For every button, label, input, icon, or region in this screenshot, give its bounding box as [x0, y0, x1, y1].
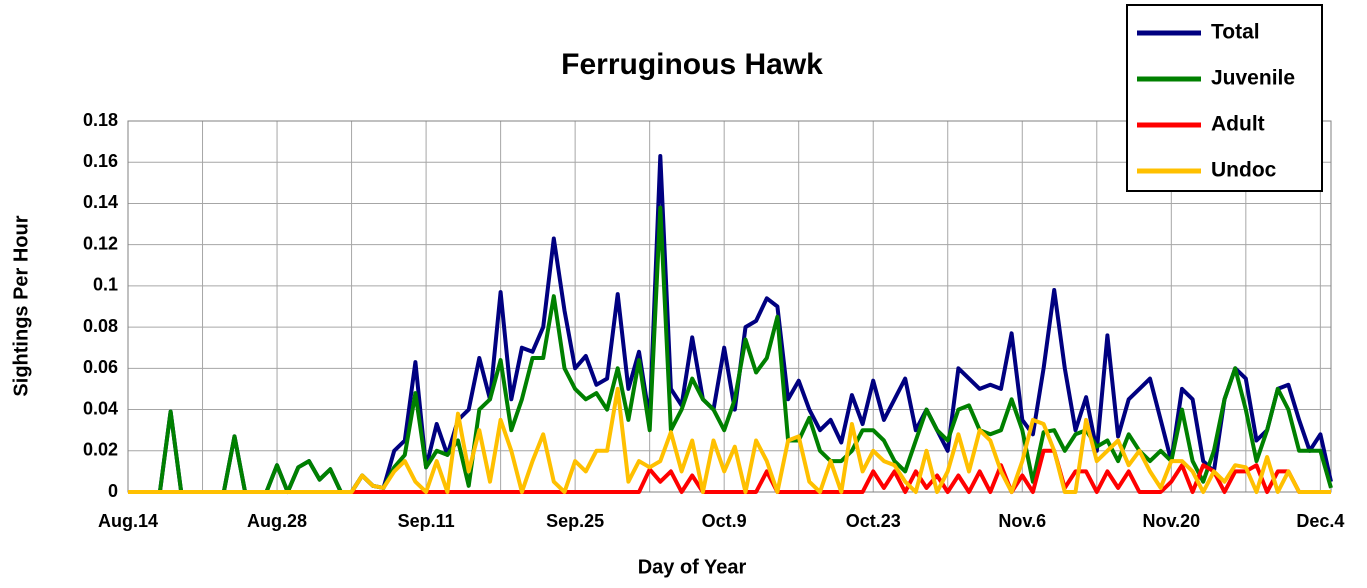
x-tick-label: Aug.14 [98, 511, 158, 531]
data-line [128, 386, 1331, 494]
y-tick-label: 0.12 [83, 233, 118, 253]
y-tick-label: 0 [108, 481, 118, 501]
data-line [128, 205, 1333, 494]
y-tick-label: 0.06 [83, 357, 118, 377]
y-tick-label: 0.02 [83, 440, 118, 460]
y-tick-label: 0.08 [83, 316, 118, 336]
x-tick-label: Oct.23 [846, 511, 901, 531]
legend-label: Total [1211, 21, 1260, 44]
y-tick-label: 0.14 [83, 192, 118, 212]
y-tick-label: 0.04 [83, 398, 118, 418]
x-tick-label: Oct.9 [702, 511, 747, 531]
y-tick-label: 0.18 [83, 110, 118, 130]
x-tick-label: Dec.4 [1296, 511, 1344, 531]
data-line [128, 154, 1333, 494]
x-tick-label: Aug.28 [247, 511, 307, 531]
x-tick-label: Nov.20 [1142, 511, 1200, 531]
legend-label: Adult [1211, 113, 1265, 136]
x-axis-label: Day of Year [638, 556, 747, 578]
y-axis-label: Sightings Per Hour [10, 215, 32, 396]
legend-box [1126, 4, 1323, 192]
y-tick-label: 0.16 [83, 151, 118, 171]
legend-label: Juvenile [1211, 67, 1295, 90]
x-tick-label: Sep.11 [398, 511, 455, 531]
chart-title: Ferruginous Hawk [561, 48, 823, 81]
x-tick-label: Sep.25 [546, 511, 604, 531]
legend-label: Undoc [1211, 159, 1277, 182]
x-tick-label: Nov.6 [998, 511, 1046, 531]
y-tick-label: 0.1 [93, 275, 118, 295]
